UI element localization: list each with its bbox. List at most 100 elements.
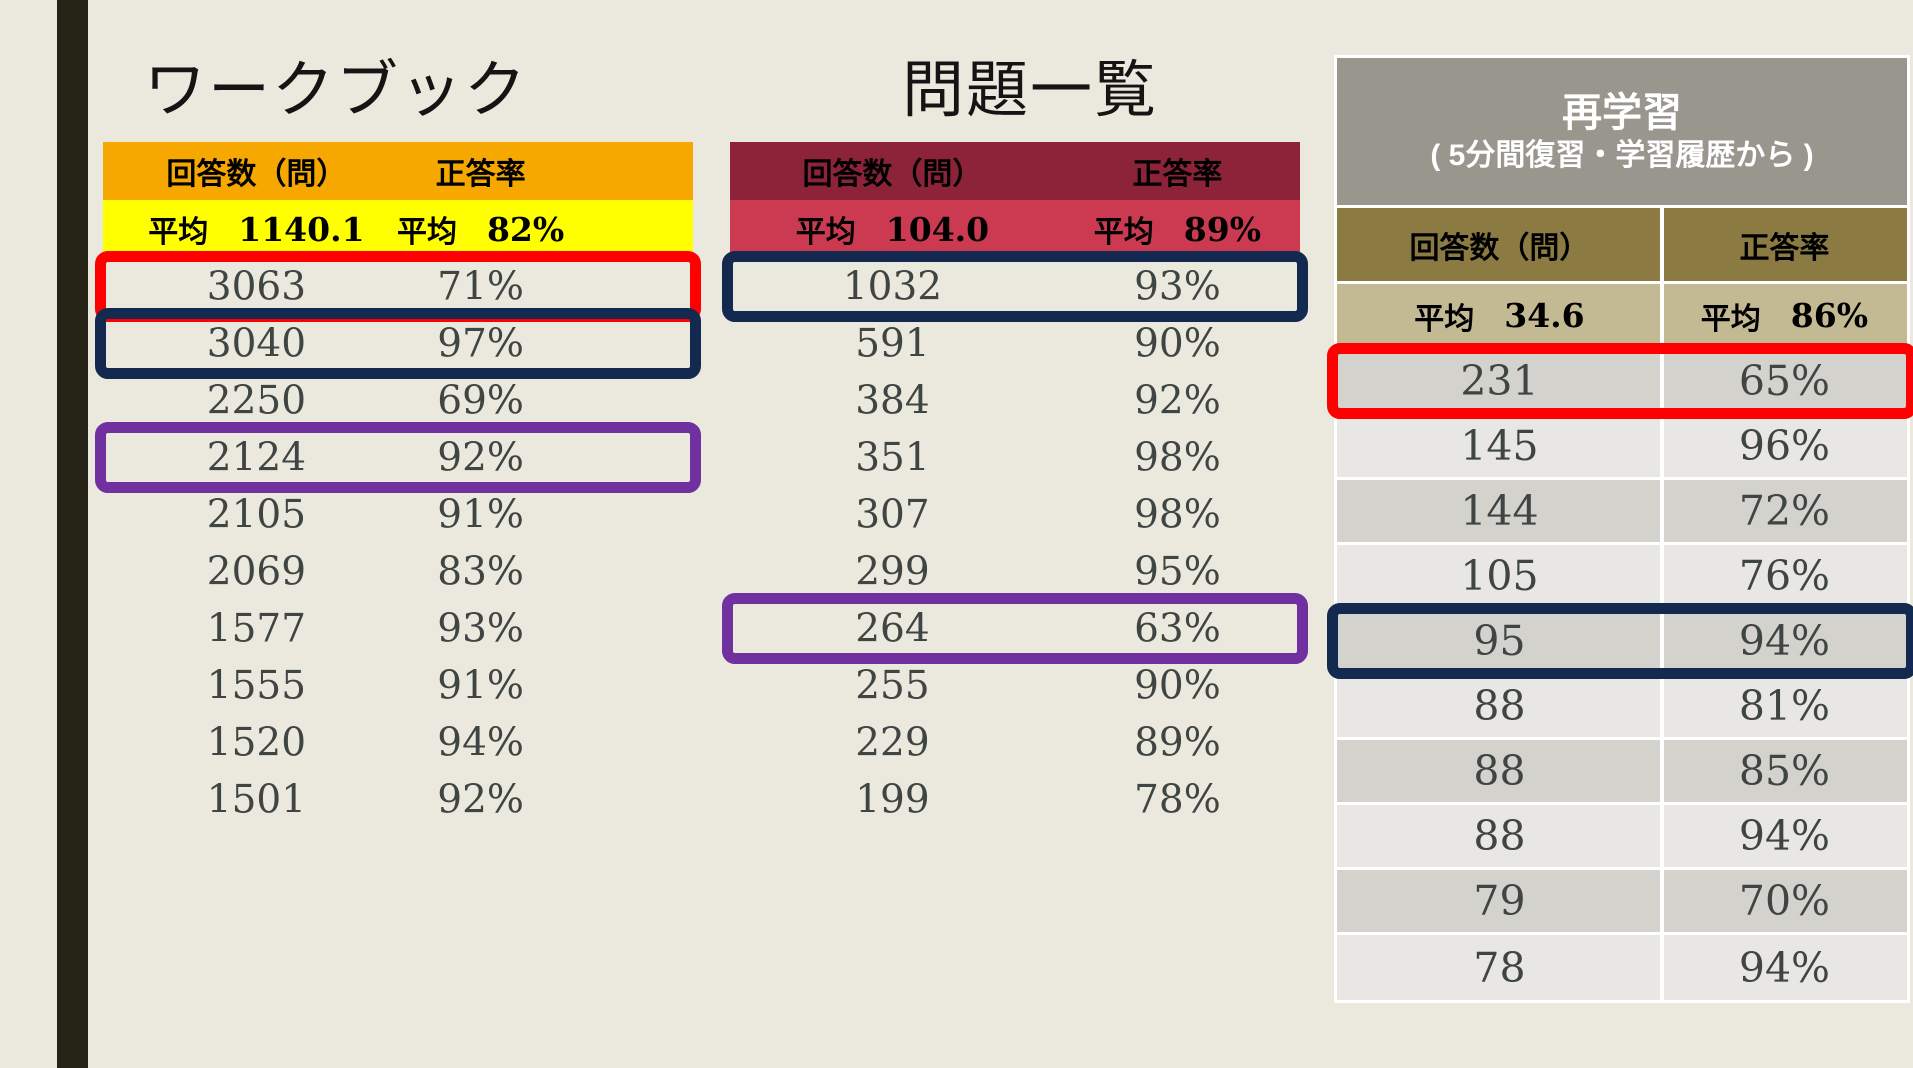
accuracy-value: 92% (437, 435, 524, 480)
table-row: 79 70% (1337, 870, 1907, 935)
answer-count-value: 88 (1473, 747, 1526, 795)
table-row: 229 89% (730, 714, 1300, 771)
answer-count-value: 145 (1460, 422, 1539, 470)
table-row: 1555 91% (103, 657, 693, 714)
answer-count-value: 105 (1460, 552, 1539, 600)
table-row: 231 65% (1327, 343, 1913, 419)
average-label: 平均 (396, 216, 457, 249)
accuracy-value: 78% (1134, 777, 1221, 822)
answer-count-value: 351 (855, 435, 930, 480)
rows: 3063 71% 3040 97% 2250 69% 2124 92% 2105 91% 2069 8… (95, 251, 701, 828)
accuracy-value: 98% (1134, 435, 1221, 480)
answer-count-value: 2069 (206, 549, 307, 594)
average-accuracy-value: 86% (1790, 296, 1869, 335)
answer-count-value: 1520 (206, 720, 307, 765)
table-header-row: 回答数（問） 正答率 (103, 142, 693, 200)
answer-count-value: 231 (1460, 357, 1539, 405)
table-row: 3063 71% (95, 251, 701, 322)
table-row: 144 72% (1337, 480, 1907, 545)
table-row: 1032 93% (722, 251, 1308, 322)
answer-count-value: 1555 (206, 663, 307, 708)
accuracy-value: 83% (437, 549, 524, 594)
accuracy-value: 65% (1738, 357, 1830, 405)
answer-count-value: 88 (1473, 812, 1526, 860)
table-row: 2105 91% (103, 486, 693, 543)
answer-count-value: 3063 (206, 264, 307, 309)
accuracy-value: 90% (1134, 663, 1221, 708)
accuracy-value: 93% (437, 606, 524, 651)
rows: 231 65% 145 96% 144 72% 105 76% 95 94% 88 81% 88 85% 8… (1327, 343, 1913, 1000)
left-accent-bar (57, 0, 88, 1068)
table-row: 199 78% (730, 771, 1300, 828)
accuracy-value: 94% (1738, 617, 1830, 665)
average-answer-count-cell: 平均 34.6 (1337, 294, 1662, 338)
accuracy-value: 70% (1738, 877, 1830, 925)
average-label: 平均 (148, 216, 209, 249)
table-row: 2069 83% (103, 543, 693, 600)
answer-count-value: 2124 (206, 435, 307, 480)
answer-count-value: 88 (1473, 682, 1526, 730)
table-row: 145 96% (1337, 415, 1907, 480)
table-header-row: 回答数（問） 正答率 (1337, 208, 1907, 284)
workbook-table: 回答数（問） 正答率 平均 1140.1 平均 82% 3063 71% 3040 9… (95, 142, 701, 828)
average-label: 平均 (1093, 216, 1154, 249)
average-label: 平均 (1414, 302, 1475, 336)
average-label: 平均 (795, 216, 856, 249)
accuracy-value: 92% (1134, 378, 1221, 423)
answer-count-value: 95 (1473, 617, 1526, 665)
average-accuracy-cell: 平均 82% (339, 207, 622, 251)
answer-count-value: 1577 (206, 606, 307, 651)
table-row: 1577 93% (103, 600, 693, 657)
answer-count-value: 299 (855, 549, 930, 594)
average-accuracy-cell: 平均 89% (1055, 207, 1300, 251)
average-answer-count-cell: 平均 104.0 (730, 207, 1055, 251)
answer-count-value: 3040 (206, 321, 307, 366)
col-header-accuracy: 正答率 (435, 158, 526, 191)
answer-count-value: 255 (855, 663, 930, 708)
answer-count-value: 384 (855, 378, 930, 423)
answer-count-value: 1501 (206, 777, 307, 822)
table-row: 351 98% (730, 429, 1300, 486)
table-row: 264 63% (722, 593, 1308, 664)
table-row: 3040 97% (95, 308, 701, 379)
table-row: 88 94% (1337, 805, 1907, 870)
table-row: 1501 92% (103, 771, 693, 828)
table-row: 88 81% (1337, 675, 1907, 740)
average-answer-count-value: 104.0 (885, 209, 990, 249)
col-header-accuracy: 正答率 (1132, 158, 1223, 191)
answer-count-value: 2250 (206, 378, 307, 423)
column-divider (1659, 205, 1664, 1000)
table-row: 1520 94% (103, 714, 693, 771)
accuracy-value: 90% (1134, 321, 1221, 366)
answer-count-value: 2105 (206, 492, 307, 537)
answer-count-value: 307 (855, 492, 930, 537)
accuracy-value: 95% (1134, 549, 1221, 594)
answer-count-value: 144 (1460, 487, 1539, 535)
average-accuracy-cell: 平均 86% (1662, 294, 1907, 338)
average-accuracy-value: 89% (1183, 209, 1262, 249)
table-header-row: 回答数（問） 正答率 (730, 142, 1300, 200)
question-list-title: 問題一覧 (901, 53, 1158, 126)
accuracy-value: 98% (1134, 492, 1221, 537)
accuracy-value: 72% (1738, 487, 1830, 535)
table-row: 95 94% (1327, 603, 1913, 679)
average-row: 平均 1140.1 平均 82% (103, 200, 693, 258)
average-answer-count-cell: 平均 1140.1 (103, 207, 410, 251)
col-header-answer-count: 回答数（問） (802, 158, 983, 191)
accuracy-value: 92% (437, 777, 524, 822)
table-row: 2250 69% (103, 372, 693, 429)
relearning-title-cell: 再学習 ( 5分間復習・学習履歴から ) (1337, 58, 1907, 208)
table-row: 255 90% (730, 657, 1300, 714)
accuracy-value: 89% (1134, 720, 1221, 765)
accuracy-value: 69% (437, 378, 524, 423)
relearning-subtitle: ( 5分間復習・学習履歴から ) (1430, 138, 1814, 172)
accuracy-value: 93% (1134, 264, 1221, 309)
accuracy-value: 81% (1738, 682, 1830, 730)
col-header-accuracy: 正答率 (1739, 231, 1830, 265)
table-row: 299 95% (730, 543, 1300, 600)
relearning-table: 再学習 ( 5分間復習・学習履歴から ) 回答数（問） 正答率 平均 34.6 … (1327, 55, 1913, 1003)
average-answer-count-value: 34.6 (1504, 296, 1585, 335)
accuracy-value: 76% (1738, 552, 1830, 600)
answer-count-value: 591 (855, 321, 930, 366)
